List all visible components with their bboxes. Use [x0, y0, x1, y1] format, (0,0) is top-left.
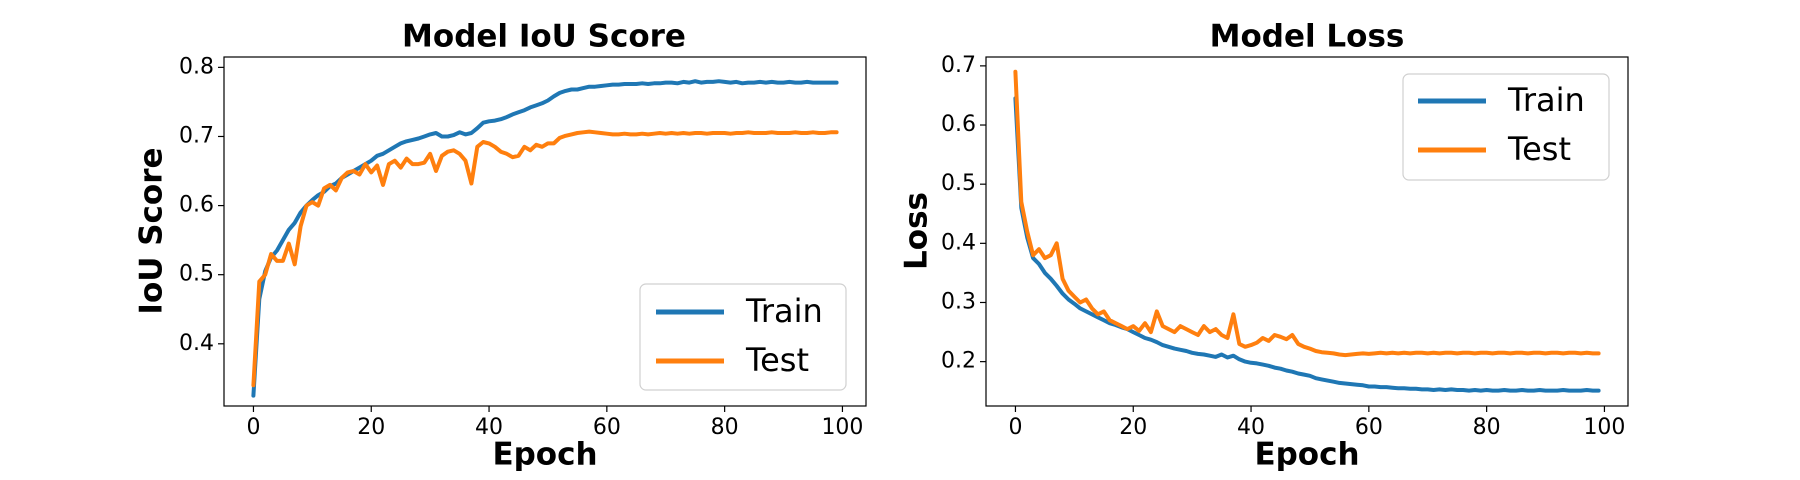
loss-x-tick-label: 100 — [1583, 415, 1625, 440]
loss-x-tick-label: 0 — [1008, 415, 1022, 440]
loss-legend-train-label: Train — [1507, 81, 1585, 119]
loss-plot-frame — [985, 56, 1629, 407]
loss-y-tick-label: 0.6 — [941, 112, 976, 137]
iou-y-tick-label: 0.6 — [179, 193, 214, 218]
loss-chart-title: Model Loss — [1210, 19, 1405, 55]
loss-chart: Model Loss 0 20 40 60 80 100 0.20.30.40.50.60… — [899, 19, 1629, 473]
loss-y-tick-label: 0.2 — [941, 349, 976, 374]
loss-series-layer — [1013, 69, 1601, 393]
iou-chart-title: Model IoU Score — [402, 19, 686, 55]
iou-y-tick-label: 0.5 — [179, 262, 214, 287]
loss-x-tick-label: 20 — [1119, 415, 1147, 440]
iou-series-layer — [251, 79, 839, 398]
loss-x-tick-label: 60 — [1355, 415, 1383, 440]
iou-x-ticks: 0 20 40 60 80 100 — [246, 406, 863, 440]
iou-x-tick-label: 20 — [357, 415, 385, 440]
loss-x-ticks: 0 20 40 60 80 100 — [1008, 406, 1625, 440]
iou-x-tick-label: 40 — [475, 415, 503, 440]
iou-legend-train-label: Train — [745, 292, 823, 330]
iou-y-tick-label: 0.8 — [179, 54, 214, 79]
loss-y-tick-label: 0.4 — [941, 230, 976, 255]
loss-x-axis-label: Epoch — [1254, 437, 1359, 473]
iou-x-axis-label: Epoch — [492, 437, 597, 473]
iou-x-tick-label: 80 — [711, 415, 739, 440]
iou-y-ticks: 0.4 0.5 0.6 0.7 0.8 — [179, 54, 224, 356]
loss-plot-area — [985, 56, 1629, 407]
loss-series-train-line — [1013, 96, 1601, 393]
loss-y-axis-label: Loss — [899, 192, 935, 270]
loss-y-tick-label: 0.3 — [941, 289, 976, 314]
iou-y-axis-label: IoU Score — [134, 147, 170, 314]
loss-y-tick-label: 0.7 — [941, 53, 976, 78]
iou-x-tick-label: 100 — [821, 415, 863, 440]
iou-y-tick-label: 0.7 — [179, 123, 214, 148]
iou-legend-test-label: Test — [745, 341, 809, 379]
iou-legend: Train Test — [639, 283, 847, 391]
iou-plot-area — [223, 56, 867, 407]
iou-series-test-line — [251, 129, 839, 388]
loss-y-ticks: 0.2 0.3 0.4 0.5 0.6 0.7 — [941, 53, 986, 374]
loss-x-tick-label: 40 — [1237, 415, 1265, 440]
iou-x-tick-label: 0 — [246, 415, 260, 440]
loss-series-test-line — [1013, 69, 1601, 358]
iou-y-tick-label: 0.4 — [179, 331, 214, 356]
iou-chart: Model IoU Score 0 20 40 60 80 100 0.40.50.60.… — [134, 19, 867, 473]
loss-legend-test-label: Test — [1507, 130, 1571, 168]
iou-plot-frame — [223, 56, 867, 407]
loss-legend: Train Test — [1402, 73, 1610, 181]
loss-x-tick-label: 80 — [1473, 415, 1501, 440]
iou-x-tick-label: 60 — [593, 415, 621, 440]
loss-y-tick-label: 0.5 — [941, 171, 976, 196]
